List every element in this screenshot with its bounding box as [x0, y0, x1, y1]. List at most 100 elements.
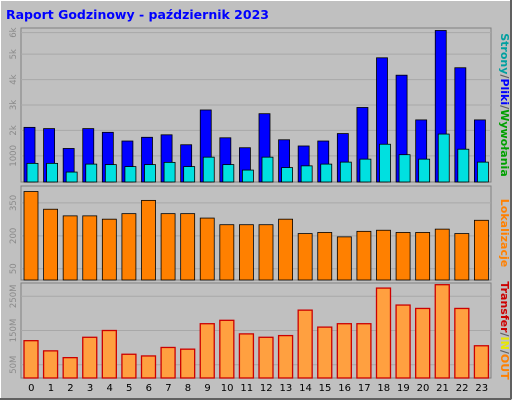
- bar-transfer: [258, 336, 274, 379]
- bar-strony: [124, 166, 137, 183]
- bar-transfer: [160, 346, 176, 379]
- y-tick-label: 50M: [9, 356, 19, 374]
- bar-strony: [222, 164, 235, 183]
- y-tick-label: 4k: [9, 74, 19, 84]
- bar-transfer: [454, 307, 470, 379]
- bar-lokalizacje: [160, 213, 176, 281]
- label-part: Strony: [498, 33, 511, 74]
- x-tick-label: 23: [475, 383, 488, 394]
- bar-transfer: [42, 350, 59, 379]
- bar-transfer: [434, 284, 450, 379]
- x-tick-label: 12: [260, 383, 273, 394]
- series-axis-label: Strony/Pliki/Wywołania: [498, 33, 511, 177]
- bar-strony: [85, 163, 98, 183]
- bar-strony: [457, 148, 470, 183]
- x-tick-label: 20: [417, 383, 430, 394]
- bar-strony: [379, 143, 391, 183]
- bar-lokalizacje: [415, 232, 431, 281]
- bar-strony: [202, 156, 215, 183]
- y-tick-label: 1000: [9, 145, 19, 167]
- bar-transfer: [219, 319, 235, 379]
- bar-transfer: [140, 355, 157, 379]
- bar-transfer: [356, 323, 372, 379]
- bar-transfer: [317, 326, 333, 379]
- bar-strony: [242, 169, 254, 183]
- bar-lokalizacje: [219, 224, 235, 281]
- label-separator: /: [498, 74, 511, 79]
- bar-strony: [437, 133, 450, 183]
- bar-lokalizacje: [62, 215, 78, 281]
- bar-strony: [300, 165, 313, 183]
- bar-transfer: [82, 336, 98, 379]
- bar-strony: [418, 158, 431, 183]
- x-tick-label: 10: [221, 383, 234, 394]
- bar-strony: [359, 158, 372, 183]
- bar-transfer: [336, 323, 352, 379]
- y-tick-label: 150M: [9, 319, 19, 343]
- label-part: OUT: [498, 354, 511, 380]
- x-tick-label: 21: [436, 383, 449, 394]
- bar-lokalizacje: [43, 208, 58, 281]
- bar-transfer: [473, 345, 490, 379]
- x-tick-label: 11: [240, 383, 253, 394]
- x-tick-label: 3: [87, 383, 93, 394]
- x-tick-label: 8: [185, 383, 191, 394]
- bar-lokalizacje: [454, 233, 470, 281]
- bar-strony: [320, 163, 333, 183]
- bar-lokalizacje: [474, 219, 489, 281]
- bar-lokalizacje: [317, 232, 333, 281]
- bar-lokalizacje: [121, 213, 137, 281]
- bar-transfer: [199, 323, 215, 379]
- bar-strony: [104, 164, 117, 183]
- y-tick-label: 50: [9, 263, 19, 274]
- x-tick-label: 19: [397, 383, 410, 394]
- bar-lokalizacje: [376, 229, 391, 281]
- bar-transfer: [375, 287, 392, 379]
- bar-strony: [26, 162, 39, 183]
- bar-lokalizacje: [258, 224, 274, 281]
- bar-strony: [46, 162, 58, 183]
- label-separator: /: [498, 350, 511, 355]
- bar-strony: [144, 164, 156, 183]
- bar-lokalizacje: [434, 228, 450, 281]
- bar-strony: [65, 171, 78, 183]
- x-tick-label: 18: [377, 383, 390, 394]
- bar-strony: [261, 156, 274, 183]
- bar-lokalizacje: [278, 218, 293, 281]
- bar-strony: [163, 161, 176, 183]
- bar-strony: [477, 161, 489, 183]
- label-part: Pliki: [498, 78, 511, 105]
- bar-lokalizacje: [297, 233, 313, 281]
- bar-lokalizacje: [101, 218, 117, 281]
- label-part: Transfer: [498, 281, 511, 333]
- bar-lokalizacje: [199, 217, 215, 281]
- panel-1: 50 200 350 Lokalizacje: [9, 185, 511, 281]
- bar-transfer: [23, 340, 39, 379]
- x-tick-label: 0: [28, 383, 34, 394]
- bar-strony: [339, 161, 352, 183]
- bar-lokalizacje: [336, 236, 352, 281]
- y-tick-label: 350: [9, 195, 19, 211]
- x-tick-label: 6: [146, 383, 152, 394]
- bar-lokalizacje: [395, 232, 411, 281]
- series-axis-label: Lokalizacje: [498, 199, 511, 267]
- bar-transfer: [415, 307, 431, 379]
- bar-transfer: [101, 329, 117, 379]
- bar-transfer: [62, 356, 78, 379]
- chart-title: Raport Godzinowy - październik 2023: [6, 7, 269, 22]
- x-tick-label: 5: [126, 383, 132, 394]
- x-tick-label: 22: [456, 383, 469, 394]
- bar-strony: [183, 166, 196, 183]
- x-tick-label: 1: [48, 383, 54, 394]
- y-tick-label: 5k: [9, 49, 19, 59]
- x-tick-label: 4: [106, 383, 112, 394]
- bar-lokalizacje: [180, 213, 196, 281]
- y-tick-label: 3k: [9, 100, 19, 110]
- x-tick-label: 14: [299, 383, 312, 394]
- plot-area: [20, 185, 492, 281]
- x-tick-label: 17: [358, 383, 371, 394]
